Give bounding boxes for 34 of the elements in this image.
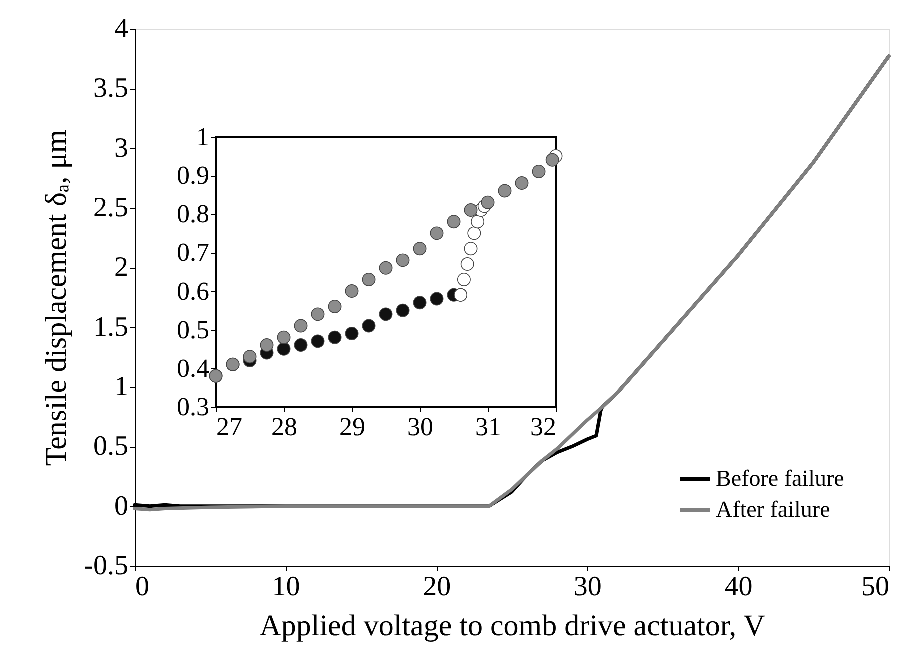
y-tick-label: 0.9: [177, 161, 210, 190]
y-tick-label: 0.5: [94, 431, 128, 462]
y-tick-label: 4: [114, 14, 128, 44]
y-tick-label: 0.7: [177, 238, 210, 268]
y-tick-label: 0.6: [177, 276, 210, 306]
y-tick-label: 0.4: [177, 354, 210, 383]
x-tick-label: 30: [574, 572, 602, 602]
legend-label: Before failure: [716, 466, 844, 491]
x-tick-label: 29: [340, 412, 366, 442]
x-tick-label: 10: [272, 572, 300, 602]
x-tick-label: 50: [862, 572, 890, 602]
x-tick-label: 40: [724, 572, 753, 602]
x-tick-label: 31: [476, 412, 502, 442]
y-tick-label: 0: [114, 490, 128, 522]
x-tick-label: 32: [530, 412, 556, 442]
y-axis-title: Tensile displacement δₐ, μm: [40, 130, 74, 466]
y-tick-label: 1: [114, 372, 128, 402]
y-tick-label: 1: [196, 122, 210, 152]
y-tick-label: 2.5: [94, 192, 128, 224]
legend-label: After failure: [716, 497, 830, 522]
x-tick-label: 20: [423, 572, 452, 602]
x-tick-label: 0: [136, 572, 150, 602]
y-tick-label: 2: [114, 252, 128, 284]
y-tick-label: 3.5: [94, 73, 128, 104]
y-tick-label: 0.5: [177, 315, 210, 344]
x-tick-label: 28: [272, 412, 298, 442]
y-tick-label: 0.3: [177, 392, 210, 422]
y-tick-label: 3: [114, 132, 128, 164]
x-tick-label: 30: [408, 412, 434, 442]
x-tick-label: 27: [216, 412, 242, 442]
y-tick-label: 0.8: [177, 200, 210, 229]
x-axis-title: Applied voltage to comb drive actuator, V: [260, 610, 766, 642]
y-tick-label: -0.5: [84, 550, 128, 582]
y-tick-label: 1.5: [94, 312, 128, 343]
